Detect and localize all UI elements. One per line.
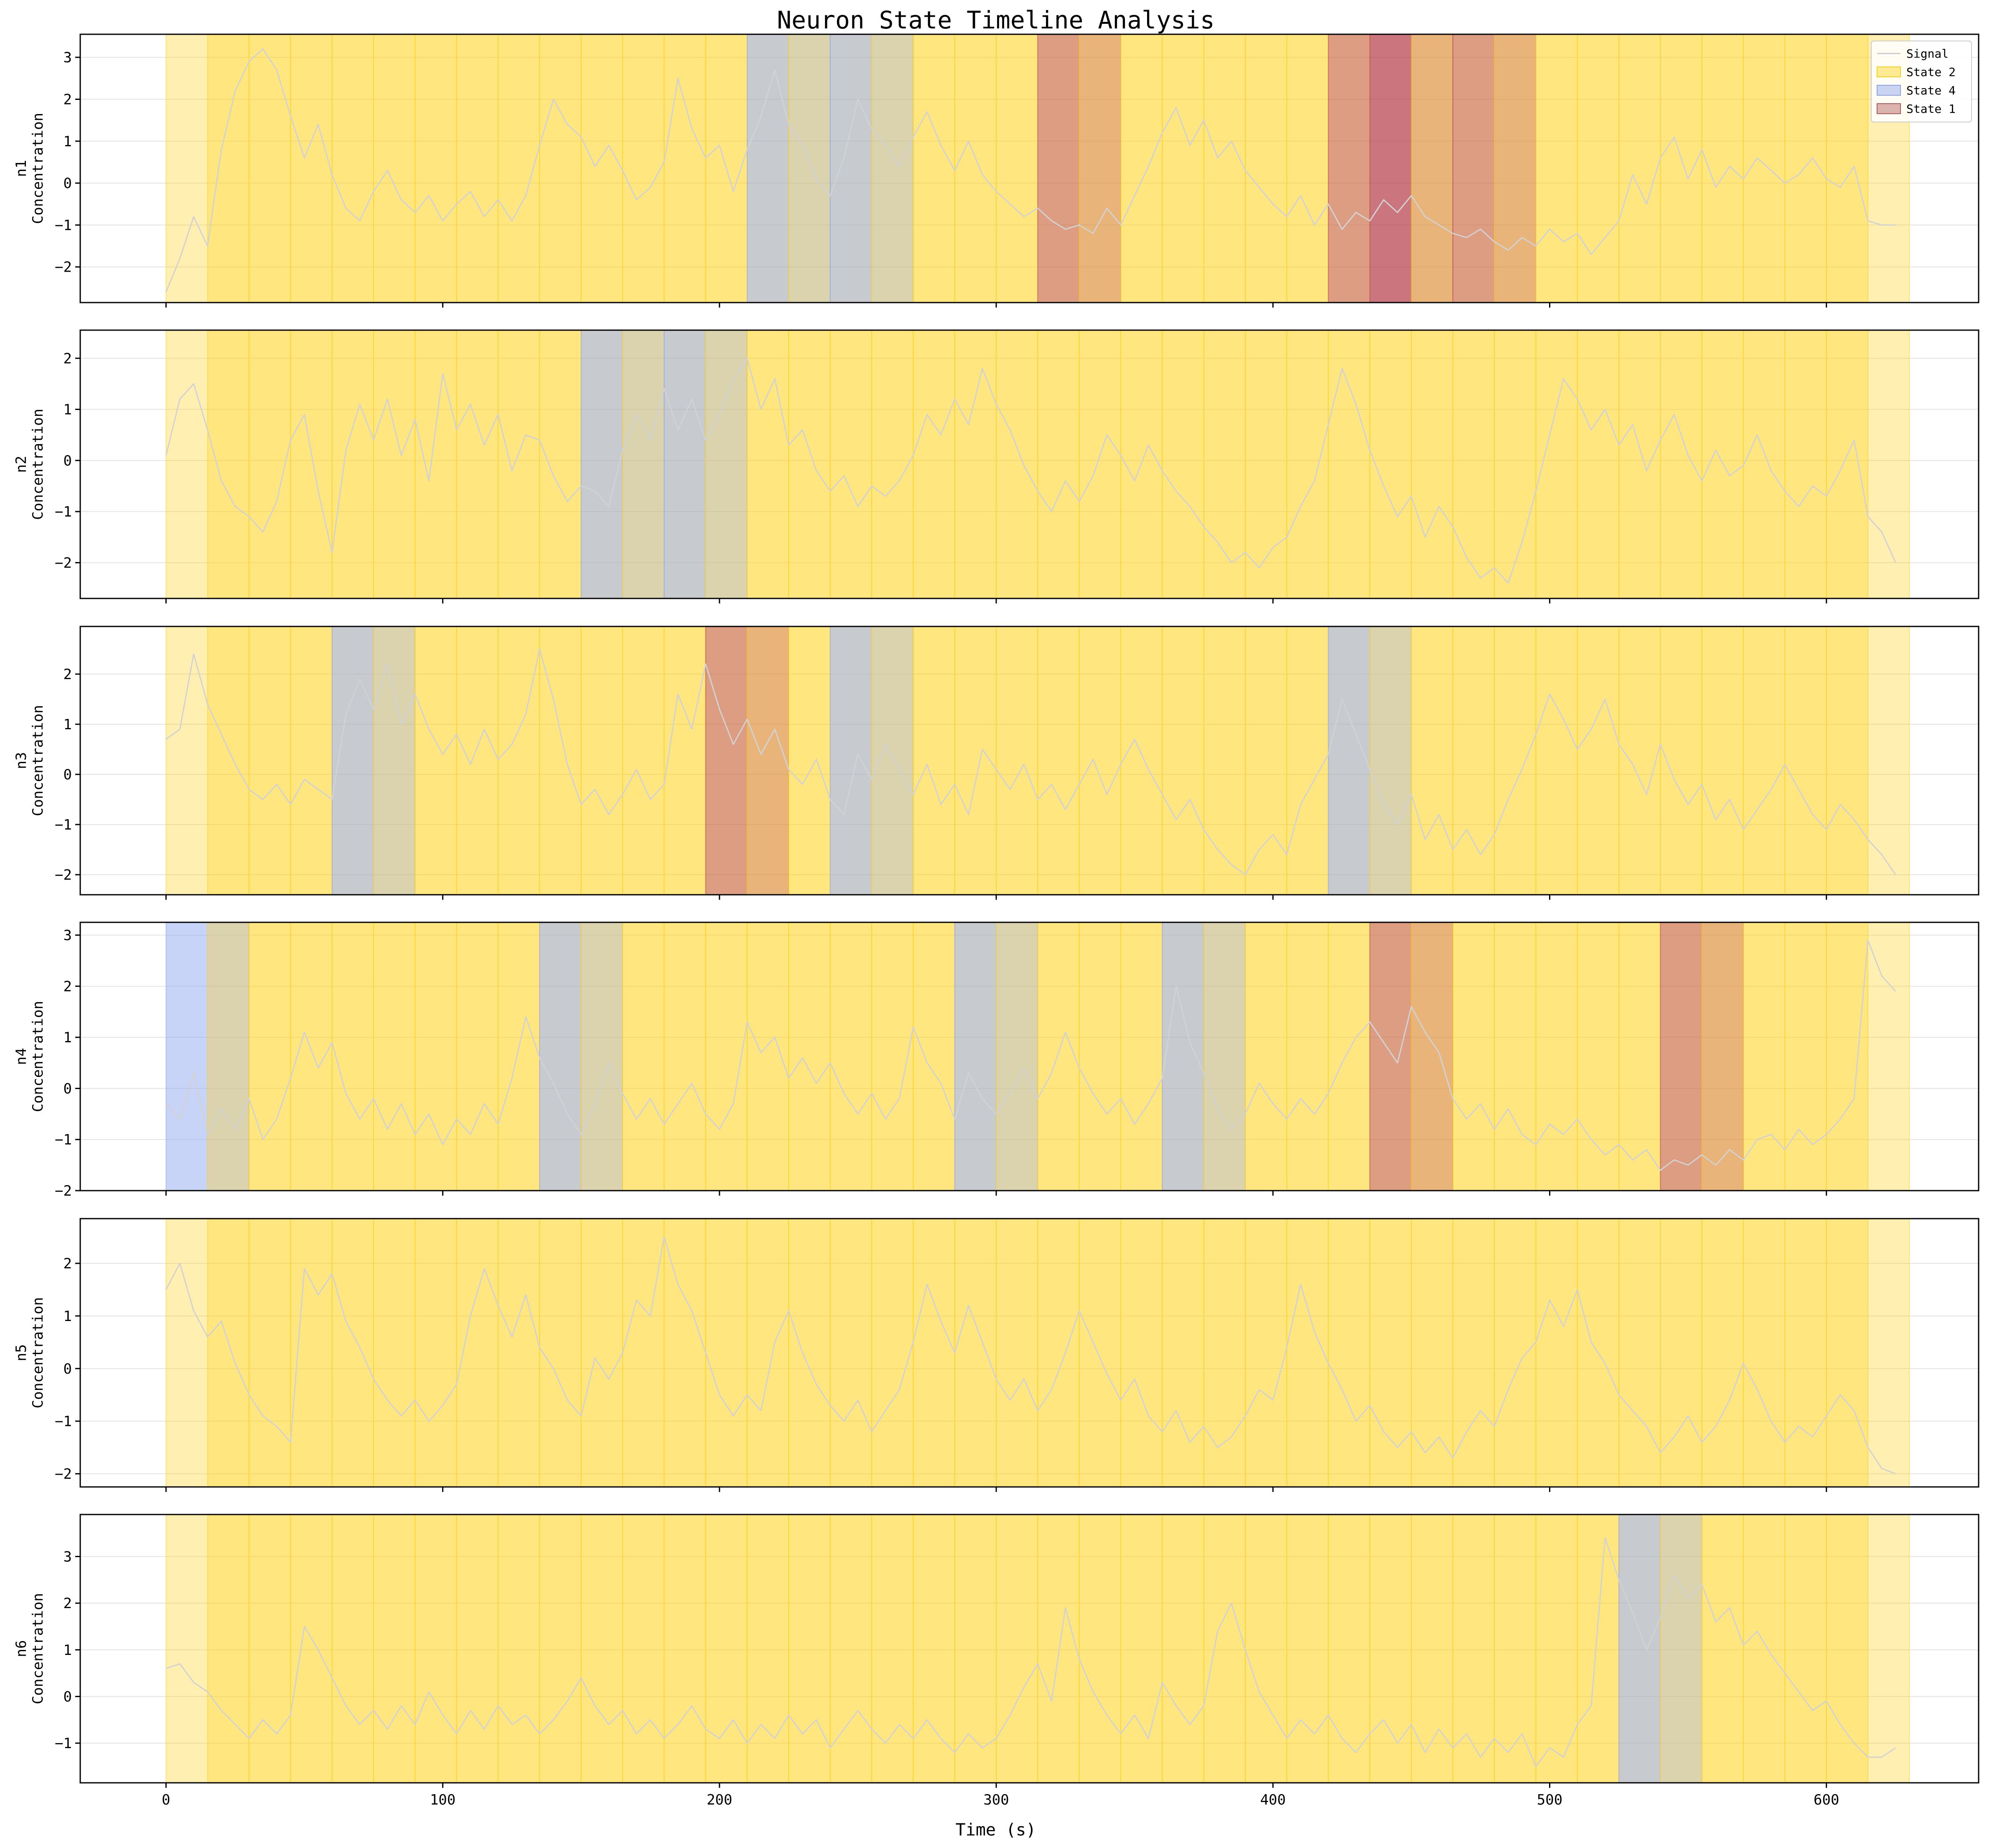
y-axis-label: n5Concentration bbox=[13, 1297, 46, 1408]
x-tick-label: 400 bbox=[1260, 1792, 1286, 1808]
state-windows bbox=[165, 626, 1910, 895]
y-axis-label: n1Concentration bbox=[13, 113, 46, 224]
y-axis-label: n3Concentration bbox=[13, 705, 46, 816]
y-axis-label-name: n6 bbox=[13, 1640, 30, 1657]
y-tick-label: 0 bbox=[64, 453, 72, 469]
chart-title: Neuron State Timeline Analysis bbox=[777, 6, 1215, 34]
y-tick-label: 1 bbox=[64, 1308, 72, 1325]
signal-line bbox=[165, 1537, 1896, 1767]
panel-n6: −1 0 1 2 3 0 100 200 300 400 500 600 n6Concentration bbox=[13, 1514, 1979, 1808]
y-tick-label: 2 bbox=[64, 91, 72, 108]
state-window-state-2 bbox=[1826, 626, 1910, 895]
legend: Signal State 2 State 4 State 1 bbox=[1871, 41, 1972, 122]
y-tick-label: 1 bbox=[64, 1642, 72, 1659]
y-tick-label: 2 bbox=[64, 1595, 72, 1612]
axes-frame bbox=[79, 1514, 1979, 1784]
legend-label: State 4 bbox=[1906, 84, 1956, 97]
axes-frame bbox=[79, 921, 1979, 1191]
y-axis-label-unit: Concentration bbox=[30, 409, 46, 520]
y-tick-label: −2 bbox=[55, 867, 72, 883]
y-axis-label-name: n3 bbox=[13, 752, 30, 769]
state-window-state-2 bbox=[1826, 1515, 1910, 1783]
axes-frame bbox=[79, 1218, 1979, 1488]
panel-n1: −2 −1 0 1 2 3 n1Concentration bbox=[13, 33, 1979, 308]
state-windows bbox=[165, 330, 1910, 598]
y-axis-label-name: n4 bbox=[13, 1048, 30, 1065]
legend-swatch-state-2 bbox=[1877, 66, 1901, 77]
y-tick-label: 0 bbox=[64, 175, 72, 192]
panel-n3: −2 −1 0 1 2 n3Concentration bbox=[13, 626, 1979, 900]
y-tick-label: 3 bbox=[64, 1548, 72, 1565]
state-windows bbox=[165, 1219, 1910, 1487]
x-tick-label: 200 bbox=[707, 1792, 732, 1808]
legend-swatch-state-4 bbox=[1877, 85, 1901, 96]
y-tick-label: 3 bbox=[64, 927, 72, 944]
y-axis-label: n2Concentration bbox=[13, 409, 46, 520]
state-window-state-2 bbox=[1826, 922, 1910, 1191]
y-axis-label: n6Concentration bbox=[13, 1593, 46, 1704]
y-tick-label: −2 bbox=[55, 1466, 72, 1483]
x-tick-label: 500 bbox=[1537, 1792, 1562, 1808]
y-axis-label-unit: Concentration bbox=[30, 1001, 46, 1112]
y-tick-label: −2 bbox=[55, 259, 72, 276]
y-axis-label-name: n5 bbox=[13, 1344, 30, 1362]
axes-frame bbox=[79, 329, 1979, 599]
y-tick-label: 1 bbox=[64, 1029, 72, 1046]
state-windows bbox=[165, 34, 1910, 303]
y-tick-label: 0 bbox=[64, 1080, 72, 1097]
y-tick-label: −1 bbox=[55, 1735, 72, 1752]
y-tick-label: 1 bbox=[64, 133, 72, 150]
panel-n4: −2 −1 0 1 2 3 n4Concentration bbox=[13, 921, 1979, 1199]
y-tick-label: 2 bbox=[64, 666, 72, 683]
legend-label: Signal bbox=[1906, 47, 1949, 61]
y-tick-label: −1 bbox=[55, 504, 72, 520]
y-tick-label: 0 bbox=[64, 1688, 72, 1705]
y-tick-label: 1 bbox=[64, 716, 72, 733]
y-axis-label-unit: Concentration bbox=[30, 705, 46, 816]
panel-n2: −2 −1 0 1 2 n2Concentration bbox=[13, 329, 1979, 603]
state-windows bbox=[165, 1515, 1910, 1783]
y-tick-label: −1 bbox=[55, 217, 72, 234]
signal-line bbox=[165, 1236, 1896, 1474]
y-tick-label: 3 bbox=[64, 49, 72, 66]
x-tick-label: 300 bbox=[983, 1792, 1009, 1808]
y-axis-label-name: n1 bbox=[13, 160, 30, 177]
y-tick-label: −1 bbox=[55, 1132, 72, 1148]
signal-line bbox=[165, 939, 1896, 1171]
axes-frame bbox=[79, 626, 1979, 896]
y-tick-label: −2 bbox=[55, 1183, 72, 1199]
legend-swatch-state-1 bbox=[1877, 103, 1901, 114]
y-axis-label: n4Concentration bbox=[13, 1001, 46, 1112]
y-tick-label: 0 bbox=[64, 766, 72, 783]
x-axis-label: Time (s) bbox=[956, 1820, 1036, 1840]
signal-line bbox=[165, 648, 1896, 876]
y-axis-label-name: n2 bbox=[13, 456, 30, 473]
y-tick-label: 2 bbox=[64, 350, 72, 367]
state-windows bbox=[165, 922, 1910, 1191]
y-axis-label-unit: Concentration bbox=[30, 1593, 46, 1704]
signal-line bbox=[165, 48, 1896, 293]
x-tick-label: 100 bbox=[430, 1792, 455, 1808]
y-axis-label-unit: Concentration bbox=[30, 113, 46, 224]
state-window-state-2 bbox=[1826, 1219, 1910, 1487]
y-tick-label: −1 bbox=[55, 817, 72, 833]
y-tick-label: 2 bbox=[64, 978, 72, 995]
y-tick-label: 1 bbox=[64, 402, 72, 418]
y-axis-label-unit: Concentration bbox=[30, 1297, 46, 1408]
signal-line bbox=[165, 357, 1896, 584]
state-window-state-2 bbox=[1826, 330, 1910, 598]
axes-frame bbox=[79, 33, 1979, 303]
y-tick-label: 2 bbox=[64, 1255, 72, 1272]
legend-box bbox=[1871, 41, 1972, 122]
panel-n5: −2 −1 0 1 2 n5Concentration bbox=[13, 1218, 1979, 1492]
x-tick-label: 0 bbox=[162, 1792, 170, 1808]
x-tick-label: 600 bbox=[1814, 1792, 1839, 1808]
y-tick-label: 0 bbox=[64, 1361, 72, 1377]
y-tick-label: −2 bbox=[55, 555, 72, 571]
y-tick-label: −1 bbox=[55, 1413, 72, 1430]
legend-label: State 2 bbox=[1906, 65, 1956, 79]
panels: −2−10123n1Concentration−2−1012n2Concentr… bbox=[13, 33, 1979, 1808]
legend-label: State 1 bbox=[1906, 102, 1956, 116]
